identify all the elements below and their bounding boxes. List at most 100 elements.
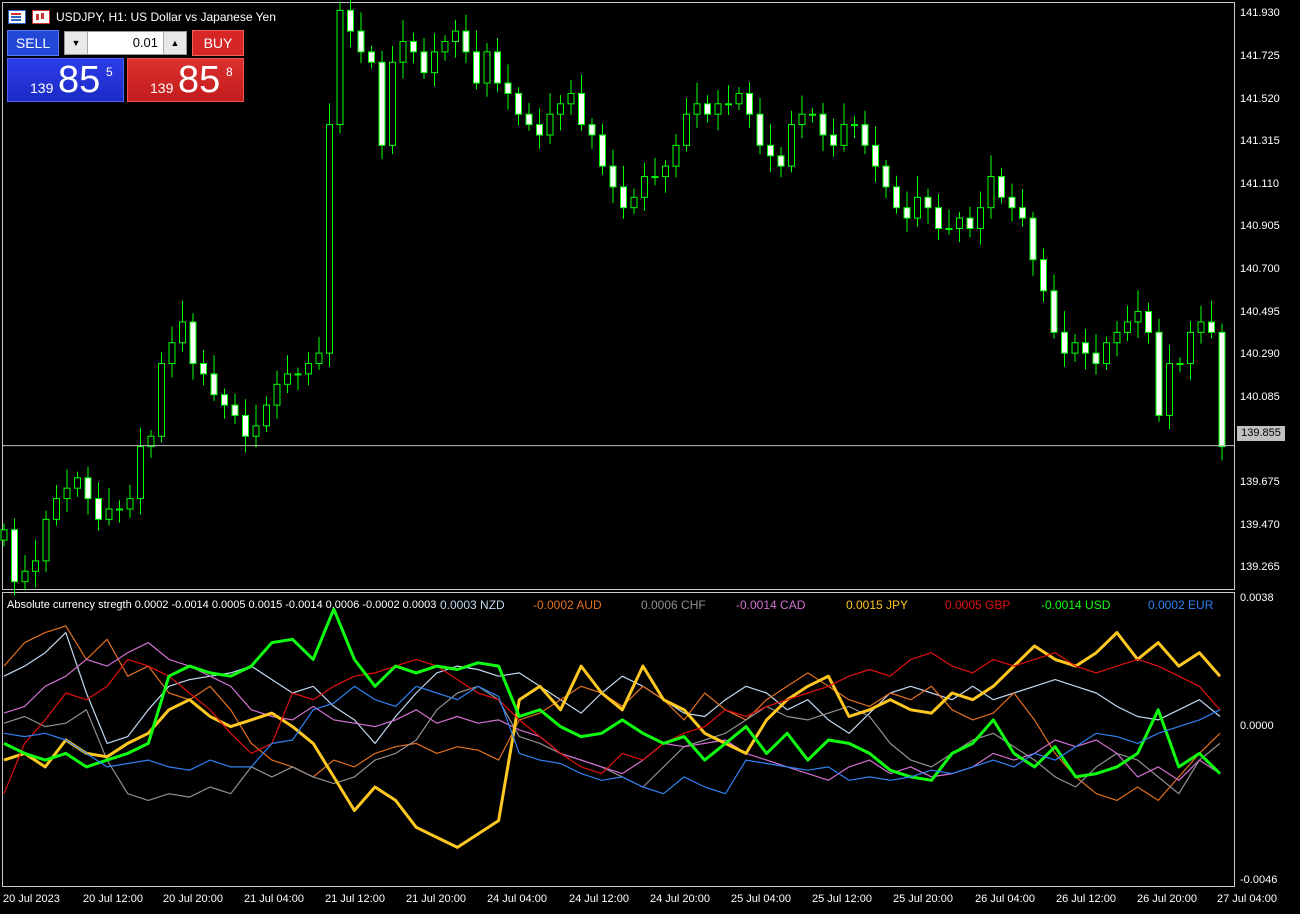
- candle: [872, 126, 879, 183]
- series-line-aud: [3, 625, 1221, 802]
- candle: [1166, 344, 1173, 430]
- candle: [809, 107, 816, 123]
- time-tick-label: 21 Jul 20:00: [406, 893, 466, 905]
- time-tick-label: 25 Jul 04:00: [731, 893, 791, 905]
- candle: [588, 118, 596, 149]
- candle: [830, 118, 837, 157]
- time-tick-label: 25 Jul 12:00: [812, 893, 872, 905]
- one-click-trading-panel: SELL ▼ 0.01 ▲ BUY 139 85 5 139 85 8: [7, 30, 244, 102]
- time-tick-label: 20 Jul 2023: [3, 893, 60, 905]
- candle: [651, 157, 659, 186]
- lot-size-input[interactable]: 0.01: [132, 35, 158, 50]
- sell-button[interactable]: SELL: [7, 30, 59, 56]
- legend-usd: -0.0014 USD: [1041, 598, 1111, 612]
- candle: [966, 206, 974, 238]
- price-tick-label: 139.470: [1240, 518, 1280, 531]
- candle: [462, 14, 470, 64]
- candle: [819, 102, 827, 152]
- candle: [1197, 305, 1205, 344]
- candle: [504, 64, 512, 110]
- candle: [452, 19, 459, 58]
- candle: [557, 95, 564, 131]
- lot-increase-icon[interactable]: ▲: [163, 32, 186, 54]
- candle: [1103, 336, 1110, 370]
- candle: [0, 523, 8, 547]
- candle: [704, 95, 711, 123]
- candle: [231, 393, 239, 425]
- candle: [242, 399, 249, 453]
- candle: [315, 336, 323, 370]
- candle: [714, 90, 722, 131]
- candle: [662, 159, 669, 193]
- candle: [105, 487, 113, 526]
- indicator-tick-label: 0.0000: [1240, 719, 1274, 732]
- candle: [924, 188, 932, 224]
- sell-price-pip: 5: [106, 65, 113, 79]
- candle: [851, 115, 858, 139]
- series-line-usd: [3, 607, 1222, 782]
- candle: [987, 155, 995, 219]
- candle: [389, 46, 396, 155]
- time-tick-label: 21 Jul 12:00: [325, 893, 385, 905]
- candle: [756, 97, 764, 155]
- candle: [147, 430, 155, 458]
- indicator-frame: [2, 592, 1235, 887]
- price-tick-label: 141.725: [1240, 50, 1280, 63]
- series-line-eur: [3, 685, 1221, 795]
- candle: [1145, 302, 1152, 344]
- sell-price-prefix: 139: [30, 80, 54, 96]
- sell-price-display[interactable]: 139 85 5: [7, 58, 124, 102]
- candle: [956, 211, 963, 243]
- candle: [63, 469, 71, 513]
- candle: [914, 176, 921, 227]
- price-tick-label: 140.290: [1240, 348, 1280, 361]
- series-line-nzd: [3, 631, 1221, 745]
- candle: [21, 555, 29, 591]
- candle: [305, 352, 312, 386]
- sell-price-main: 85: [58, 59, 101, 101]
- candle: [861, 110, 869, 155]
- candle: [1187, 321, 1194, 380]
- candle: [998, 167, 1005, 204]
- candle: [483, 43, 491, 97]
- candle: [74, 471, 81, 497]
- candle: [1071, 334, 1079, 362]
- legend-jpy: 0.0015 JPY: [846, 598, 909, 612]
- candle: [777, 147, 785, 178]
- buy-button[interactable]: BUY: [192, 30, 244, 56]
- series-line-cad: [3, 641, 1221, 781]
- price-tick-label: 141.315: [1240, 135, 1280, 148]
- market-watch-icon[interactable]: [8, 10, 26, 24]
- candle: [32, 539, 39, 588]
- candle: [641, 162, 648, 212]
- candle: [840, 103, 848, 152]
- price-tick-label: 140.905: [1240, 220, 1280, 233]
- candle: [347, 0, 354, 48]
- candle: [158, 352, 165, 443]
- candle: [473, 30, 480, 90]
- candle: [1019, 188, 1026, 227]
- chart-type-icon[interactable]: [32, 10, 50, 24]
- candle: [1124, 305, 1131, 342]
- series-line-jpy: [3, 631, 1222, 849]
- candle: [788, 110, 795, 173]
- candle: [441, 35, 449, 61]
- candle: [935, 193, 942, 240]
- candle: [357, 12, 365, 64]
- candle: [893, 175, 900, 214]
- time-tick-label: 26 Jul 04:00: [975, 893, 1035, 905]
- indicator-tick-label: -0.0046: [1240, 874, 1278, 886]
- candle: [1040, 248, 1047, 303]
- lot-size-stepper[interactable]: ▼ 0.01 ▲: [64, 31, 187, 55]
- candle: [1218, 323, 1226, 461]
- lot-decrease-icon[interactable]: ▼: [65, 32, 88, 54]
- candle: [326, 103, 333, 367]
- series-line-chf: [3, 685, 1221, 802]
- time-tick-label: 25 Jul 20:00: [893, 893, 953, 905]
- candle: [1092, 334, 1100, 375]
- legend-gbp: 0.0005 GBP: [945, 598, 1011, 612]
- buy-price-display[interactable]: 139 85 8: [127, 58, 244, 102]
- candle: [284, 355, 291, 394]
- indicator-tick-label: 0.0038: [1240, 592, 1274, 604]
